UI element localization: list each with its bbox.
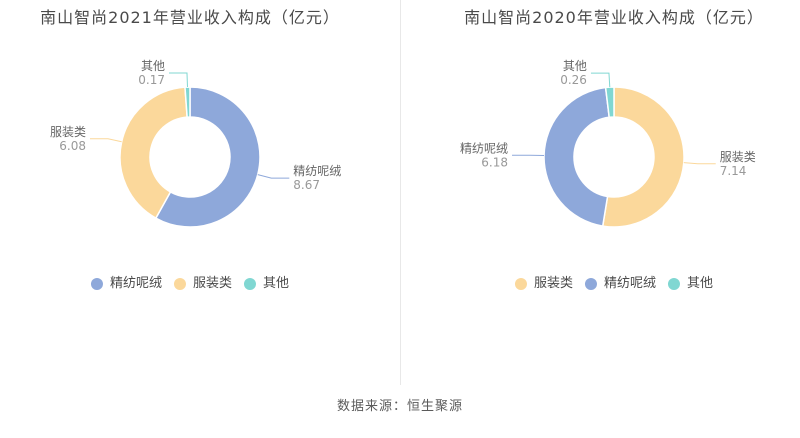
legend-item-其他[interactable]: 其他 <box>668 277 713 291</box>
slice-label-name-其他: 其他 <box>563 59 587 73</box>
legend-label-精纺呢绒: 精纺呢绒 <box>603 276 657 291</box>
slice-label-value-其他: 0.17 <box>138 73 165 87</box>
label-leader-line-其他 <box>590 72 611 88</box>
legend-dot-服装类 <box>173 278 186 290</box>
legend-dot-其他 <box>668 278 681 290</box>
chart-legend-2020: 服装类 精纺呢绒 其他 <box>509 277 719 291</box>
legend-dot-服装类 <box>514 278 527 290</box>
pie-slice-服装类[interactable] <box>119 86 188 219</box>
pie-slice-其他[interactable] <box>604 86 615 119</box>
chart-title-2021: 南山智尚2021年营业收入构成（亿元） <box>40 8 340 27</box>
legend-label-其他: 其他 <box>263 276 290 291</box>
chart-panel-2020: 南山智尚2020年营业收入构成（亿元） 服装类 7.14 精纺呢绒 6.18 其他 0.2… <box>400 0 800 438</box>
legend-label-其他: 其他 <box>687 276 714 291</box>
legend-label-服装类: 服装类 <box>533 276 573 291</box>
label-leader-line-服装类 <box>90 138 122 143</box>
label-leader-line-精纺呢绒 <box>257 174 290 179</box>
slice-label-value-服装类: 6.08 <box>59 139 86 153</box>
slice-label-value-精纺呢绒: 6.18 <box>481 155 508 169</box>
slice-label-name-精纺呢绒: 精纺呢绒 <box>293 164 341 178</box>
legend-dot-精纺呢绒 <box>584 278 597 290</box>
pie-slice-其他[interactable] <box>184 86 191 118</box>
slice-label-name-服装类: 服装类 <box>50 125 86 139</box>
legend-item-精纺呢绒[interactable]: 精纺呢绒 <box>584 276 657 291</box>
data-source-note: 数据来源：恒生聚源 <box>336 399 463 414</box>
legend-item-其他[interactable]: 其他 <box>244 277 289 291</box>
pie-slice-精纺呢绒[interactable] <box>543 86 610 227</box>
legend-item-服装类[interactable]: 服装类 <box>173 276 233 291</box>
legend-item-精纺呢绒[interactable]: 精纺呢绒 <box>90 276 162 291</box>
slice-label-value-精纺呢绒: 8.67 <box>293 178 320 192</box>
slice-label-value-服装类: 7.14 <box>720 164 747 178</box>
panel-divider <box>400 0 401 385</box>
slice-label-name-服装类: 服装类 <box>720 150 756 164</box>
chart-title-2020: 南山智尚2020年营业收入构成（亿元） <box>464 8 764 27</box>
label-leader-line-服装类 <box>683 162 716 165</box>
legend-item-服装类[interactable]: 服装类 <box>514 276 573 291</box>
legend-label-精纺呢绒: 精纺呢绒 <box>109 276 162 291</box>
legend-label-服装类: 服装类 <box>192 276 233 291</box>
chart-panel-2021: 南山智尚2021年营业收入构成（亿元） 精纺呢绒 8.67 服装类 6.08 其他 0.1… <box>40 8 341 291</box>
legend-dot-其他 <box>244 278 257 290</box>
slice-label-value-其他: 0.26 <box>560 73 587 87</box>
label-leader-line-其他 <box>168 72 188 88</box>
chart-legend-2021: 精纺呢绒 服装类 其他 <box>85 277 295 291</box>
slice-label-name-精纺呢绒: 精纺呢绒 <box>460 141 508 155</box>
pie-slice-精纺呢绒[interactable] <box>155 86 261 228</box>
legend-dot-精纺呢绒 <box>90 278 103 290</box>
pie-slice-服装类[interactable] <box>601 86 685 228</box>
slice-label-name-其他: 其他 <box>141 59 165 73</box>
